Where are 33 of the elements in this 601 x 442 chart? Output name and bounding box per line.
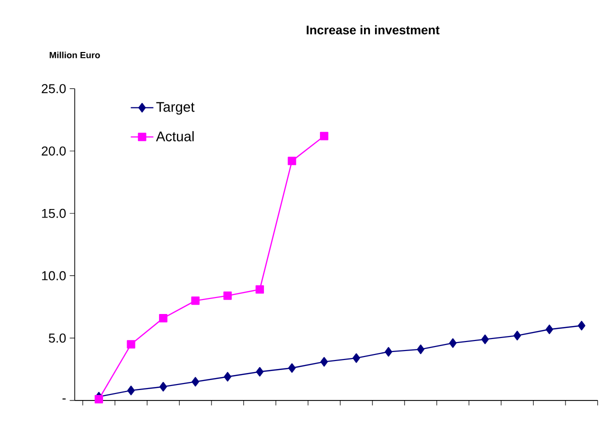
point [578, 320, 586, 330]
point [191, 296, 200, 305]
y-tick-label: 25.0 [42, 84, 66, 94]
point [126, 340, 136, 348]
point [224, 372, 232, 382]
chart-title: Increase in investment [306, 25, 440, 34]
y-tick-label: - [62, 398, 66, 400]
point [192, 376, 200, 386]
point [127, 386, 135, 396]
point [256, 285, 264, 294]
y-tick-label: 5.0 [48, 333, 66, 343]
point [352, 353, 360, 363]
legend-label: Target [156, 102, 194, 114]
point [159, 382, 167, 392]
point [546, 324, 554, 334]
point [481, 334, 489, 344]
y-tick-label: 15.0 [42, 208, 66, 218]
point [320, 356, 328, 366]
point [94, 394, 104, 404]
point [449, 338, 457, 348]
point [288, 363, 296, 373]
point [320, 132, 328, 140]
legend-label: Actual [156, 130, 194, 142]
point [288, 156, 296, 166]
point [223, 291, 232, 300]
point [159, 314, 168, 322]
y-axis-title: Million Euro [50, 52, 100, 58]
point [384, 346, 392, 356]
point [514, 330, 521, 340]
point [416, 344, 424, 354]
point [256, 366, 264, 376]
y-tick-label: 10.0 [42, 271, 66, 280]
y-tick-label: 20.0 [42, 146, 66, 156]
